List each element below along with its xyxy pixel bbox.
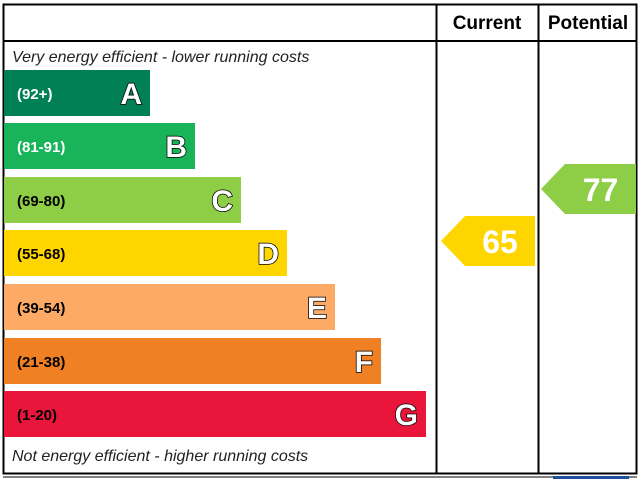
band-g: (1-20) G bbox=[4, 391, 426, 437]
band-letter: E bbox=[307, 292, 327, 325]
band-d: (55-68) D bbox=[4, 230, 287, 276]
band-letter: D bbox=[257, 238, 279, 271]
band-range: (21-38) bbox=[17, 354, 65, 371]
band-bar bbox=[4, 338, 381, 384]
band-e: (39-54) E bbox=[4, 284, 335, 330]
band-letter: C bbox=[211, 185, 233, 218]
band-range: (92+) bbox=[17, 86, 52, 103]
band-bar bbox=[4, 230, 287, 276]
top-note: Very energy efficient - lower running co… bbox=[12, 49, 309, 66]
band-letter: G bbox=[395, 399, 418, 432]
potential-rating-arrow: 77 bbox=[541, 164, 636, 214]
band-f: (21-38) F bbox=[4, 338, 381, 384]
band-range: (39-54) bbox=[17, 300, 65, 317]
band-letter: B bbox=[165, 131, 187, 164]
header-potential: Potential bbox=[548, 13, 628, 34]
chart-frame bbox=[2, 3, 638, 475]
potential-rating-arrow-shape bbox=[541, 164, 636, 214]
band-range: (55-68) bbox=[17, 246, 65, 263]
bottom-note: Not energy efficient - higher running co… bbox=[12, 448, 308, 465]
band-bar bbox=[4, 70, 150, 116]
band-range: (1-20) bbox=[17, 407, 57, 424]
current-rating-arrow: 65 bbox=[441, 216, 535, 266]
band-range: (81-91) bbox=[17, 139, 65, 156]
band-bar bbox=[4, 391, 426, 437]
band-c: (69-80) C bbox=[4, 177, 241, 223]
current-rating-arrow-shape bbox=[441, 216, 535, 266]
band-bar bbox=[4, 284, 335, 330]
current-rating-arrow-value: 65 bbox=[482, 224, 518, 260]
header-current: Current bbox=[453, 13, 522, 34]
band-letter: A bbox=[120, 78, 142, 111]
band-b: (81-91) B bbox=[4, 123, 195, 169]
band-a: (92+) A bbox=[4, 70, 150, 116]
potential-rating-arrow-value: 77 bbox=[583, 172, 619, 208]
band-bar bbox=[4, 177, 241, 223]
footer-blue-mark bbox=[553, 476, 629, 479]
band-range: (69-80) bbox=[17, 193, 65, 210]
band-letter: F bbox=[355, 346, 373, 379]
band-bar bbox=[4, 123, 195, 169]
